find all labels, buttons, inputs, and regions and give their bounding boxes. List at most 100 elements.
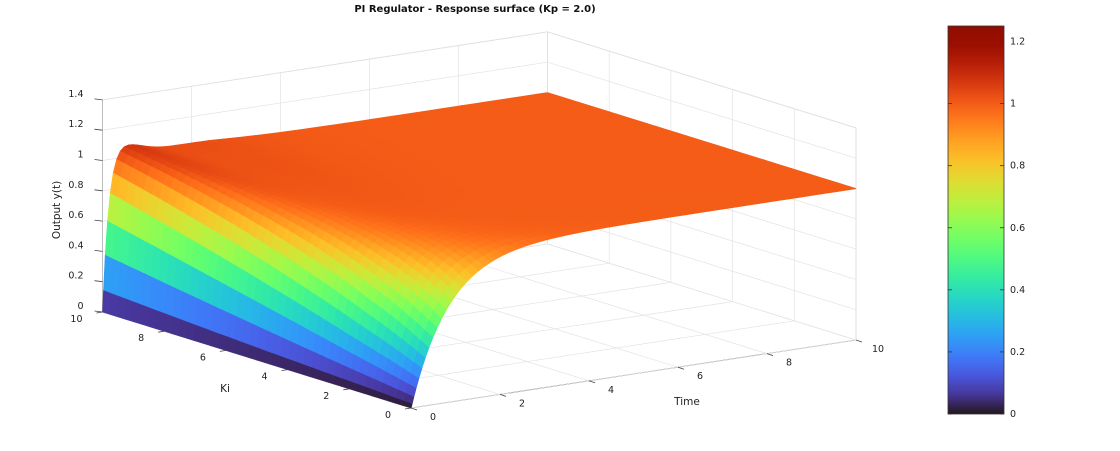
surface-patch	[102, 290, 112, 315]
surface-edge	[780, 197, 792, 201]
surface-edge	[418, 368, 423, 379]
surface-edge	[516, 246, 524, 250]
surface-patch	[163, 313, 174, 335]
surface-edge	[584, 229, 593, 232]
surface-edge	[445, 301, 452, 311]
surface-edge	[428, 337, 434, 348]
surface-patch	[240, 341, 251, 358]
surface-edge	[509, 248, 517, 253]
y-tick-mark	[219, 350, 226, 352]
colorbar-tick-label: 0.6	[1010, 223, 1025, 234]
surface-edge	[496, 254, 504, 259]
grid-line	[458, 257, 768, 354]
y-axis-label: Ki	[220, 383, 230, 395]
x-axis-label: Time	[673, 396, 700, 408]
surface-edge	[552, 235, 561, 239]
surface-patch	[186, 321, 197, 342]
colorbar-tick-label: 1	[1010, 99, 1016, 110]
y-tick-label: 8	[138, 333, 144, 344]
colorbar-tick-label: 0	[1010, 409, 1016, 420]
colorbar-tick-label: 1.2	[1010, 37, 1025, 48]
surface-edge	[709, 208, 720, 212]
grid-line	[547, 243, 857, 341]
axis-ticks: 0 2 4 6 8 10 0 2 4 6 8 10 0 0.2 0.4 0.6 0.8 1 1.2 1.4	[68, 89, 884, 423]
colorbar-ticks: 0 0.2 0.4 0.6 0.8 1 1.2	[948, 37, 1025, 420]
surface-edge	[455, 287, 462, 296]
surface-patch	[256, 347, 266, 363]
y-tick-mark	[281, 369, 288, 371]
surface-edge	[609, 224, 618, 228]
x-tick-mark	[677, 366, 685, 370]
surface-edge	[436, 318, 442, 329]
surface-patch	[140, 304, 151, 327]
surface-edge	[617, 223, 627, 226]
surface-edge	[626, 222, 636, 225]
surface-edge	[729, 205, 740, 209]
surface-patch	[117, 295, 127, 320]
z-tick-mark	[94, 250, 103, 252]
grid-line	[547, 31, 857, 129]
surface-mesh	[102, 92, 857, 409]
x-tick-mark	[499, 394, 507, 397]
surface-edge	[537, 239, 546, 243]
x-tick-label: 2	[519, 398, 525, 409]
surface-edge	[560, 234, 569, 237]
surface-edge	[471, 270, 479, 277]
x-tick-label: 6	[697, 371, 703, 382]
surface-edge	[662, 216, 672, 219]
z-tick-mark	[94, 280, 103, 283]
surface-edge	[410, 403, 413, 409]
z-tick-mark	[94, 159, 103, 161]
x-tick-mark	[410, 407, 418, 411]
surface-edge	[545, 237, 553, 241]
surface-edge	[844, 188, 857, 191]
surface-edge	[690, 211, 701, 215]
surface-edge	[653, 217, 663, 221]
colorbar-strip	[947, 25, 1005, 415]
grid-line	[410, 339, 857, 409]
surface-edge	[759, 201, 771, 204]
surface-edge	[749, 202, 760, 206]
colorbar-tick-label: 0.8	[1010, 161, 1025, 172]
surface-edge	[568, 232, 577, 236]
colorbar-tick-label: 0.4	[1010, 285, 1025, 296]
surface-edge	[413, 388, 417, 398]
surface-patch	[148, 307, 158, 330]
surface-edge	[812, 193, 824, 196]
y-tick-label: 10	[70, 314, 82, 325]
surface-edge	[671, 214, 682, 218]
z-tick-mark	[94, 98, 103, 101]
surface-patch	[132, 301, 143, 325]
z-tick-label: 0.6	[68, 210, 83, 221]
z-tick-label: 1.2	[68, 119, 83, 130]
surface-edge	[699, 210, 710, 213]
surface-patch	[233, 339, 243, 356]
surface-edge	[450, 294, 457, 303]
surface-patch	[156, 310, 166, 332]
surface-edge	[801, 194, 813, 198]
x-tick-label: 8	[786, 358, 792, 369]
chart-title: PI Regulator - Response surface (Kp = 2.…	[354, 4, 595, 15]
z-tick-label: 0.4	[68, 240, 83, 251]
surface-patch	[109, 293, 120, 318]
surface-edge	[719, 207, 730, 210]
surface-edge	[790, 196, 802, 199]
surface-edge	[502, 251, 511, 256]
surface-patch	[217, 333, 228, 351]
surface-patch	[225, 336, 235, 354]
z-tick-mark	[94, 310, 103, 313]
z-tick-label: 0.2	[68, 271, 83, 282]
x-tick-label: 10	[872, 344, 884, 355]
surface-edge	[822, 191, 835, 195]
surface-patch	[210, 330, 220, 349]
surface-edge	[424, 347, 430, 359]
y-tick-mark	[158, 330, 165, 333]
y-tick-mark	[343, 388, 350, 391]
colorbar-tick-label: 0.2	[1010, 347, 1025, 358]
surface-edge	[600, 226, 610, 229]
y-tick-label: 0	[385, 410, 391, 421]
surface-patch	[271, 353, 282, 368]
surface-patch	[125, 298, 135, 323]
surface-edge	[466, 275, 473, 283]
